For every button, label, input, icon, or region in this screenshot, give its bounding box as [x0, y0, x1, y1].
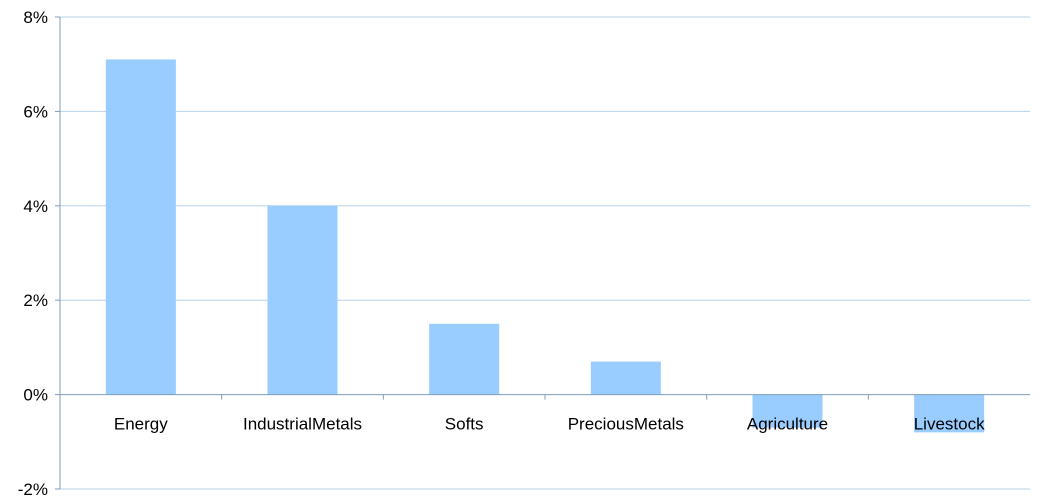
bar-agriculture: [752, 394, 823, 428]
y-tick-label: 8%: [23, 8, 48, 27]
category-label: IndustrialMetals: [243, 415, 362, 434]
bar-preciousmetals: [590, 361, 661, 395]
category-label: Energy: [114, 415, 168, 434]
category-label: Agriculture: [747, 415, 828, 434]
y-tick-label: 4%: [23, 197, 48, 216]
y-tick-label: 2%: [23, 291, 48, 310]
category-label: Softs: [445, 415, 484, 434]
y-tick-label: 6%: [23, 102, 48, 121]
category-labels: Energy IndustrialMetals Softs PreciousMetal…: [114, 415, 985, 434]
y-tick-label: -2%: [18, 480, 48, 499]
category-label: Livestock: [914, 415, 985, 434]
bar-softs: [429, 323, 500, 395]
gridlines: [60, 16, 1030, 490]
bar-energy: [105, 59, 176, 395]
bars: [105, 59, 985, 433]
category-label: PreciousMetals: [568, 415, 684, 434]
bar-livestock: [914, 394, 985, 433]
bar-industrialmetals: [267, 205, 338, 395]
axes: [55, 16, 1030, 490]
y-tick-labels: -2% 0% 2% 4% 6% 8%: [18, 8, 48, 499]
y-tick-label: 0%: [23, 386, 48, 405]
